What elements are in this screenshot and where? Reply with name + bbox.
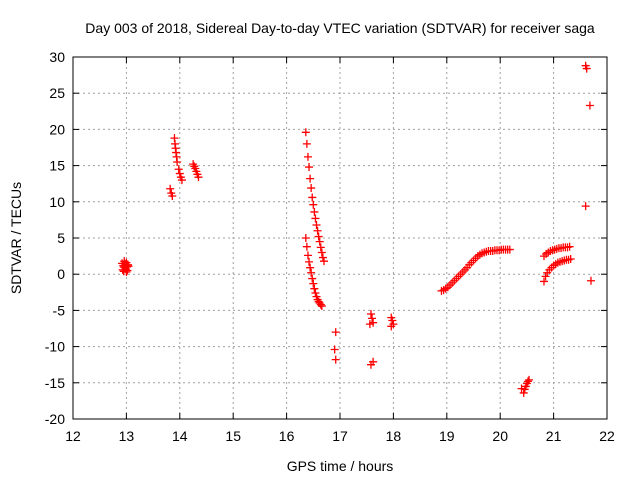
data-point	[368, 314, 377, 323]
data-points	[118, 61, 595, 397]
x-tick-label: 16	[279, 428, 295, 444]
data-point	[565, 242, 574, 251]
data-point	[306, 263, 315, 272]
x-tick-label: 13	[119, 428, 135, 444]
data-point	[315, 237, 324, 246]
y-tick-label: -10	[45, 339, 65, 355]
y-tick-label: 10	[49, 194, 65, 210]
data-point	[311, 289, 320, 298]
y-axis-label: SDTVAR / TECUs	[8, 182, 24, 294]
data-point	[174, 165, 183, 174]
data-point	[309, 279, 318, 288]
data-point	[330, 345, 339, 354]
x-tick-label: 19	[439, 428, 455, 444]
data-point	[175, 169, 184, 178]
data-point	[310, 207, 319, 216]
y-tick-label: -5	[53, 302, 66, 318]
data-point	[317, 248, 326, 257]
data-point	[525, 375, 534, 384]
x-tick-label: 12	[65, 428, 81, 444]
data-point	[317, 302, 326, 311]
data-point	[173, 157, 182, 166]
data-point	[305, 163, 314, 172]
data-point	[388, 316, 397, 325]
data-point	[311, 214, 320, 223]
x-tick-label: 17	[332, 428, 348, 444]
chart-title: Day 003 of 2018, Sidereal Day-to-day VTE…	[85, 20, 595, 36]
axis-ticks	[72, 56, 608, 420]
y-tick-label: 20	[49, 121, 65, 137]
data-point	[387, 322, 396, 331]
data-point	[302, 139, 311, 148]
data-point	[312, 220, 321, 229]
y-tick-labels: -20 -15 -10 -5 0 5 10 15 20 25 30	[45, 49, 65, 427]
data-point	[301, 128, 310, 137]
data-point	[495, 246, 504, 255]
data-point	[306, 174, 315, 183]
data-point	[122, 268, 131, 277]
data-point	[177, 176, 186, 185]
data-point	[124, 262, 133, 271]
data-point	[316, 243, 325, 252]
data-point	[539, 277, 548, 286]
grid-lines	[73, 57, 607, 419]
data-point	[585, 101, 594, 110]
data-point	[307, 184, 316, 193]
data-point	[303, 152, 312, 161]
data-point	[365, 320, 374, 329]
data-point	[314, 232, 323, 241]
data-point	[308, 193, 317, 202]
data-point	[316, 300, 325, 309]
x-tick-label: 22	[599, 428, 615, 444]
y-tick-label: 0	[57, 266, 65, 282]
x-tick-label: 20	[492, 428, 508, 444]
data-point	[505, 245, 514, 254]
data-point	[366, 310, 375, 319]
data-point	[566, 254, 575, 263]
data-point	[366, 360, 375, 369]
data-point	[301, 234, 310, 242]
data-point	[586, 276, 595, 285]
data-point	[331, 328, 340, 337]
data-point	[581, 202, 590, 211]
data-point	[303, 251, 312, 260]
x-tick-labels: 12 13 14 15 16 17 18 19 20 21 22	[65, 428, 615, 444]
data-point	[563, 243, 572, 252]
data-point	[305, 257, 314, 266]
data-point	[307, 268, 316, 277]
x-axis-label: GPS time / hours	[287, 458, 394, 474]
data-point	[319, 257, 328, 266]
data-point	[564, 255, 573, 264]
data-point	[331, 355, 340, 364]
data-point	[166, 184, 175, 193]
data-point	[582, 64, 591, 73]
data-point	[302, 242, 311, 251]
y-tick-label: -20	[45, 411, 65, 427]
data-point	[488, 247, 497, 256]
data-point	[519, 388, 528, 397]
x-tick-label: 21	[546, 428, 562, 444]
y-tick-label: -15	[45, 375, 65, 391]
y-tick-label: 25	[49, 85, 65, 101]
y-tick-label: 15	[49, 158, 65, 174]
data-point	[309, 200, 318, 209]
data-point	[313, 226, 322, 235]
x-tick-label: 14	[172, 428, 188, 444]
x-tick-label: 18	[386, 428, 402, 444]
y-tick-label: 5	[57, 230, 65, 246]
data-point	[541, 272, 550, 281]
data-point	[194, 173, 203, 182]
data-point	[310, 284, 319, 293]
data-point	[318, 253, 327, 262]
data-point	[308, 274, 317, 283]
data-point	[523, 377, 532, 386]
x-tick-label: 15	[225, 428, 241, 444]
data-point	[168, 192, 177, 201]
data-point	[557, 244, 566, 253]
data-point	[119, 262, 128, 271]
y-tick-label: 30	[49, 49, 65, 65]
